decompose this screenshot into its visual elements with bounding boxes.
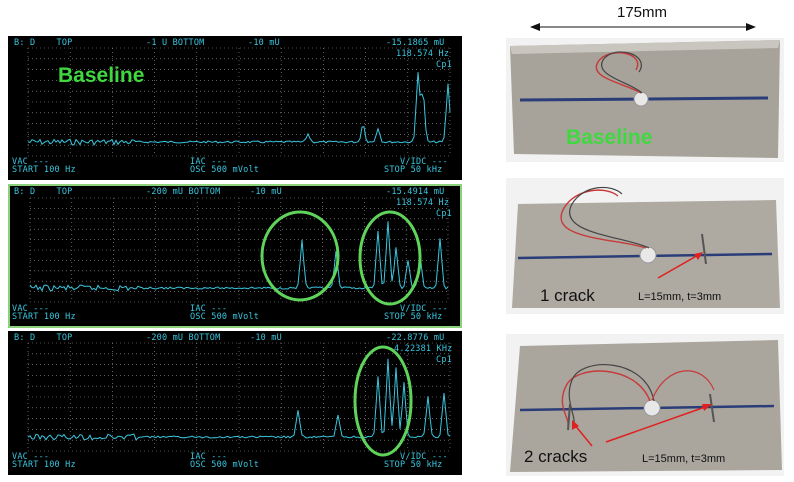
analyzer-screen-two-cracks: B: D TOP -200 mU BOTTOM -10 mU -22.8776 … <box>8 331 462 475</box>
footer-iac: IAC --- <box>190 452 228 462</box>
highlight-circle <box>358 210 422 306</box>
footer-start: START 100 Hz <box>12 312 76 322</box>
header-left: B: D TOP <box>14 187 73 197</box>
spectrum-plot <box>29 197 449 306</box>
header-right: -15.4914 mU <box>386 187 445 197</box>
footer-vac: VAC --- <box>12 157 50 167</box>
highlight-circle <box>353 345 413 457</box>
footer-osc: OSC 500 mVolt <box>190 165 260 175</box>
header-left: B: D TOP <box>14 38 73 48</box>
plot-grid <box>27 342 451 452</box>
footer-start: START 100 Hz <box>12 460 76 470</box>
plate-image <box>506 38 784 162</box>
highlight-circle <box>260 210 340 302</box>
footer-stop: STOP 50 kHz <box>384 460 443 470</box>
crack-count-label: 1 crack <box>540 286 595 305</box>
plate-photo-two-cracks: 2 cracks L=15mm, t=3mm <box>506 334 784 476</box>
footer-vidc: V/IDC --- <box>400 452 448 462</box>
footer-stop: STOP 50 kHz <box>384 312 443 322</box>
footer-vidc: V/IDC --- <box>400 157 448 167</box>
header-right: -15.1865 mU <box>386 38 445 48</box>
marker-frequency: 4.22381 KHz <box>394 344 453 354</box>
footer-vidc: V/IDC --- <box>400 304 448 314</box>
header-mid2: -10 mU <box>250 187 282 197</box>
mode-label: Cp1 <box>436 60 452 70</box>
analyzer-screen-one-crack: B: D TOP -200 mU BOTTOM -10 mU -15.4914 … <box>8 184 462 328</box>
spectrum-trace <box>27 72 451 146</box>
spectrum-trace <box>27 358 451 441</box>
header-mid: -200 mU BOTTOM <box>146 333 221 343</box>
plate-photo-baseline: Baseline <box>506 38 784 162</box>
footer-vac: VAC --- <box>12 304 50 314</box>
header-mid: -200 mU BOTTOM <box>146 187 221 197</box>
spectrum-plot <box>27 47 451 157</box>
spectrum-plot <box>27 342 451 457</box>
header-mid2: -10 mU <box>248 38 280 48</box>
footer-osc: OSC 500 mVolt <box>190 460 260 470</box>
footer-osc: OSC 500 mVolt <box>190 312 260 322</box>
marker-frequency: 118.574 Hz <box>396 198 450 208</box>
photo-baseline-label: Baseline <box>566 126 653 149</box>
header-right: -22.8776 mU <box>386 333 445 343</box>
crack-spec-label: L=15mm, t=3mm <box>642 453 726 465</box>
mode-label: Cp1 <box>436 209 452 219</box>
dimension-arrow <box>530 23 756 31</box>
dimension-label: 175mm <box>617 4 668 21</box>
header-left: B: D TOP <box>14 333 73 343</box>
footer-stop: STOP 50 kHz <box>384 165 443 175</box>
baseline-label: Baseline <box>58 64 145 87</box>
footer-iac: IAC --- <box>190 304 228 314</box>
header-mid: -1 U BOTTOM <box>146 38 205 48</box>
spectrum-trace <box>29 221 449 292</box>
plate-image <box>506 334 784 476</box>
header-mid2: -10 mU <box>250 333 282 343</box>
marker-frequency: 118.574 Hz <box>396 49 450 59</box>
footer-start: START 100 Hz <box>12 165 76 175</box>
analyzer-screen-baseline: B: D TOP -1 U BOTTOM -10 mU -15.1865 mU … <box>8 36 462 180</box>
mode-label: Cp1 <box>436 355 452 365</box>
crack-count-label: 2 cracks <box>524 447 588 466</box>
plate-image <box>506 178 784 314</box>
footer-vac: VAC --- <box>12 452 50 462</box>
plate-photo-one-crack: 1 crack L=15mm, t=3mm <box>506 178 784 314</box>
crack-spec-label: L=15mm, t=3mm <box>638 291 722 303</box>
footer-iac: IAC --- <box>190 157 228 167</box>
